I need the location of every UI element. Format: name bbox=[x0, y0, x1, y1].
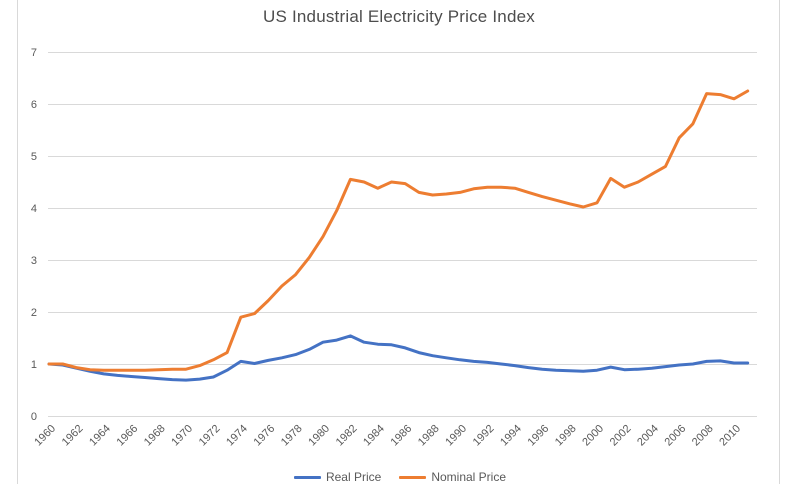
y-tick-label-5: 5 bbox=[31, 151, 37, 163]
x-tick-label-2000: 2000 bbox=[580, 423, 606, 449]
x-tick-label-1992: 1992 bbox=[471, 423, 497, 449]
legend-label-nominal-price: Nominal Price bbox=[431, 470, 507, 484]
legend-label-real-price: Real Price bbox=[325, 470, 382, 484]
x-tick-label-1964: 1964 bbox=[87, 423, 113, 449]
x-tick-label-2008: 2008 bbox=[690, 423, 716, 449]
x-tick-label-1972: 1972 bbox=[197, 423, 223, 449]
x-tick-label-1996: 1996 bbox=[526, 423, 552, 449]
x-tick-label-2002: 2002 bbox=[608, 423, 634, 449]
x-tick-label-1986: 1986 bbox=[389, 423, 415, 449]
x-tick-label-1984: 1984 bbox=[361, 423, 387, 449]
x-tick-label-1974: 1974 bbox=[224, 423, 250, 449]
y-tick-label-2: 2 bbox=[31, 307, 37, 319]
x-tick-label-1980: 1980 bbox=[306, 423, 332, 449]
x-tick-label-1962: 1962 bbox=[60, 423, 86, 449]
x-tick-label-1994: 1994 bbox=[498, 423, 524, 449]
x-tick-label-1970: 1970 bbox=[169, 423, 195, 449]
chart-title: US Industrial Electricity Price Index bbox=[263, 7, 535, 26]
x-tick-label-1966: 1966 bbox=[115, 423, 141, 449]
x-tick-label-1998: 1998 bbox=[553, 423, 579, 449]
x-tick-label-2010: 2010 bbox=[717, 423, 743, 449]
y-tick-label-6: 6 bbox=[31, 99, 37, 111]
y-tick-label-3: 3 bbox=[31, 255, 37, 267]
legend-line-marker-real bbox=[293, 475, 321, 479]
x-tick-label-1988: 1988 bbox=[416, 423, 442, 449]
x-tick-label-1968: 1968 bbox=[142, 423, 168, 449]
legend-item-real-price: Real Price bbox=[293, 470, 382, 484]
x-tick-label-2004: 2004 bbox=[635, 423, 661, 449]
y-tick-label-4: 4 bbox=[31, 203, 37, 215]
x-tick-label-2006: 2006 bbox=[663, 423, 689, 449]
x-tick-label-1990: 1990 bbox=[443, 423, 469, 449]
y-tick-label-0: 0 bbox=[31, 411, 37, 423]
x-tick-label-1978: 1978 bbox=[279, 423, 305, 449]
legend-line-marker-nominal bbox=[399, 475, 427, 479]
y-tick-label-1: 1 bbox=[31, 359, 37, 371]
x-tick-label-1976: 1976 bbox=[252, 423, 278, 449]
x-tick-label-1982: 1982 bbox=[334, 423, 360, 449]
x-tick-label-1960: 1960 bbox=[32, 423, 58, 449]
y-tick-label-7: 7 bbox=[31, 47, 37, 59]
series-line-nominal-price bbox=[47, 89, 750, 372]
legend-item-nominal-price: Nominal Price bbox=[399, 470, 506, 484]
series-line-real-price bbox=[47, 334, 750, 382]
legend: Real Price Nominal Price bbox=[0, 470, 800, 484]
